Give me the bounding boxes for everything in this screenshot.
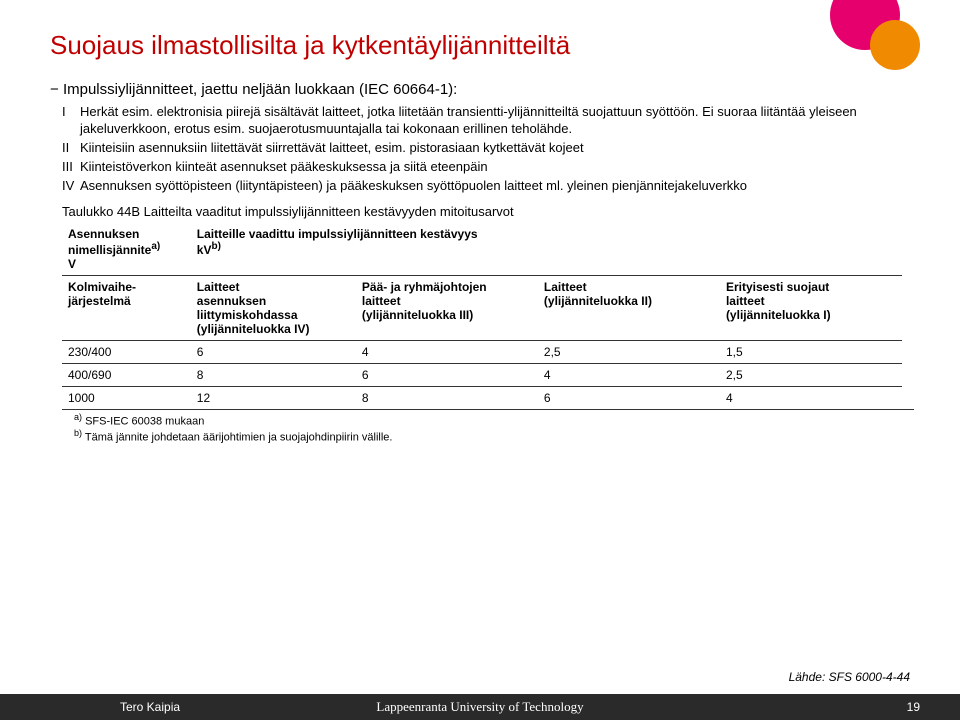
slide-footer: Tero Kaipia Lappeenranta University of T…	[0, 694, 960, 720]
table-row: 400/6908642,5	[62, 364, 902, 387]
class-item: IVAsennuksen syöttöpisteen (liityntäpist…	[50, 178, 910, 195]
table-cell: 8	[356, 387, 538, 410]
intro-line: − Impulssiylijännitteet, jaettu neljään …	[50, 81, 910, 98]
brand-logo	[820, 0, 920, 80]
class-list: IHerkät esim. elektronisia piirejä sisäl…	[50, 104, 910, 194]
table-row: 230/400642,51,5	[62, 341, 902, 364]
class-item: IIIKiinteistöverkon kiinteät asennukset …	[50, 159, 910, 176]
intro-text: Impulssiylijännitteet, jaettu neljään lu…	[63, 81, 457, 98]
table-cell: 400/690	[62, 364, 191, 387]
footer-university: Lappeenranta University of Technology	[376, 699, 583, 715]
bullet-dash: −	[50, 81, 59, 98]
table-subheader-row: Kolmivaihe-järjestelmäLaitteetasennuksen…	[62, 276, 902, 341]
subheader-system: Kolmivaihe-järjestelmä	[62, 276, 191, 341]
impulse-table: Asennuksen nimellisjännitea) V Laitteill…	[62, 223, 902, 409]
class-item: IHerkät esim. elektronisia piirejä sisäl…	[50, 104, 910, 138]
table-header-row-1: Asennuksen nimellisjännitea) V Laitteill…	[62, 223, 902, 276]
table-cell: 4	[356, 341, 538, 364]
table-cell: 6	[191, 341, 356, 364]
subheader-col: Laitteet(ylijänniteluokka II)	[538, 276, 720, 341]
slide-content: Suojaus ilmastollisilta ja kytkentäylijä…	[0, 0, 960, 444]
footer-author: Tero Kaipia	[120, 700, 180, 714]
slide-title: Suojaus ilmastollisilta ja kytkentäylijä…	[50, 30, 910, 61]
table-cell: 12	[191, 387, 356, 410]
header-impulse-withstand: Laitteille vaadittu impulssiylijännittee…	[191, 223, 902, 276]
table-row: 100012864	[62, 387, 902, 410]
table-cell: 4	[538, 364, 720, 387]
table-cell: 1000	[62, 387, 191, 410]
table-cell: 4	[720, 387, 902, 410]
footer-page-number: 19	[907, 700, 920, 714]
subheader-col: Pää- ja ryhmäjohtojenlaitteet(ylijännite…	[356, 276, 538, 341]
subheader-col: Erityisesti suojautlaitteet(ylijännitelu…	[720, 276, 902, 341]
header-nominal-voltage: Asennuksen nimellisjännitea) V	[62, 223, 191, 276]
table-cell: 2,5	[720, 364, 902, 387]
class-item: IIKiinteisiin asennuksiin liitettävät si…	[50, 140, 910, 157]
table-cell: 6	[538, 387, 720, 410]
table-cell: 1,5	[720, 341, 902, 364]
source-citation: Lähde: SFS 6000-4-44	[789, 670, 910, 684]
table-cell: 8	[191, 364, 356, 387]
table-cell: 6	[356, 364, 538, 387]
table-caption: Taulukko 44B Laitteilta vaaditut impulss…	[50, 204, 910, 219]
table-cell: 2,5	[538, 341, 720, 364]
table-cell: 230/400	[62, 341, 191, 364]
subheader-col: Laitteetasennuksenliittymiskohdassa(ylij…	[191, 276, 356, 341]
table-footnotes: a) SFS-IEC 60038 mukaan b) Tämä jännite …	[62, 409, 914, 443]
